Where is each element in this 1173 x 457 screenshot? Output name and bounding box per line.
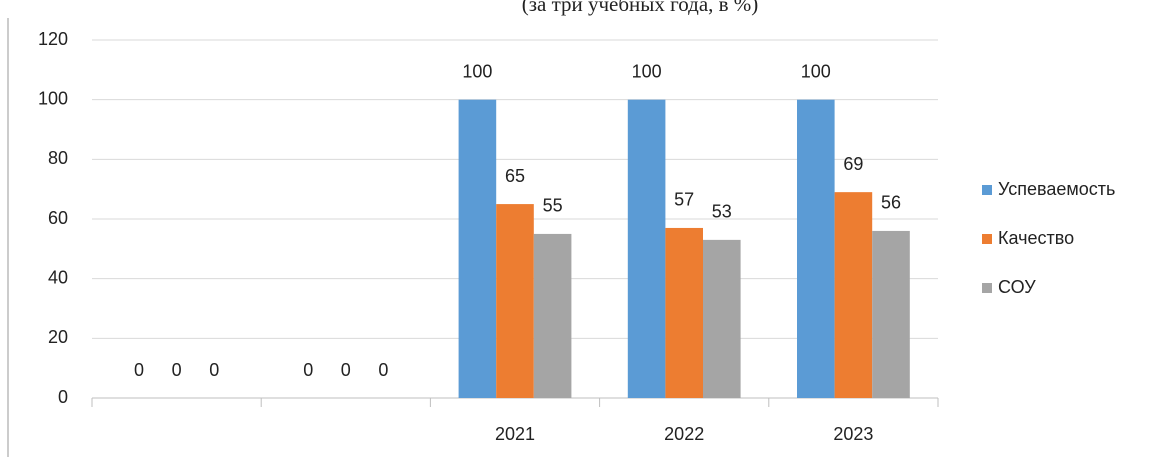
data-label: 0 bbox=[209, 360, 219, 380]
data-label: 100 bbox=[462, 61, 492, 81]
legend-label: Качество bbox=[998, 228, 1074, 248]
data-label: 0 bbox=[303, 360, 313, 380]
bar bbox=[872, 230, 910, 398]
bar bbox=[703, 239, 741, 398]
data-label: 0 bbox=[134, 360, 144, 380]
y-tick-label: 100 bbox=[38, 88, 68, 108]
legend-swatch bbox=[982, 283, 992, 293]
x-tick-label: 2022 bbox=[664, 424, 704, 444]
y-tick-label: 0 bbox=[58, 387, 68, 407]
legend-swatch bbox=[982, 234, 992, 244]
y-tick-label: 20 bbox=[48, 327, 68, 347]
bar bbox=[797, 99, 835, 399]
data-label: 0 bbox=[378, 360, 388, 380]
x-tick-label: 2023 bbox=[833, 424, 873, 444]
legend-label: Успеваемость bbox=[998, 179, 1115, 199]
x-tick-label: 2021 bbox=[495, 424, 535, 444]
bar bbox=[496, 204, 534, 398]
data-label: 65 bbox=[505, 166, 525, 186]
data-label: 57 bbox=[674, 190, 694, 210]
data-label: 0 bbox=[172, 360, 182, 380]
bar bbox=[665, 227, 703, 398]
data-label: 55 bbox=[543, 196, 563, 216]
y-tick-label: 80 bbox=[48, 148, 68, 168]
bar bbox=[834, 192, 873, 398]
bar bbox=[627, 99, 666, 399]
data-label: 100 bbox=[801, 61, 831, 81]
y-tick-label: 40 bbox=[48, 267, 68, 287]
bar bbox=[458, 99, 497, 399]
y-tick-label: 60 bbox=[48, 208, 68, 228]
data-label: 53 bbox=[712, 202, 732, 222]
data-label: 56 bbox=[881, 193, 901, 213]
bar bbox=[533, 233, 572, 398]
chart-subtitle: (за три учебных года, в %) bbox=[522, 0, 759, 16]
legend-label: СОУ bbox=[998, 277, 1036, 297]
data-label: 0 bbox=[341, 360, 351, 380]
y-tick-label: 120 bbox=[38, 29, 68, 49]
data-label: 69 bbox=[843, 154, 863, 174]
data-label: 100 bbox=[632, 61, 662, 81]
legend-swatch bbox=[982, 185, 992, 195]
